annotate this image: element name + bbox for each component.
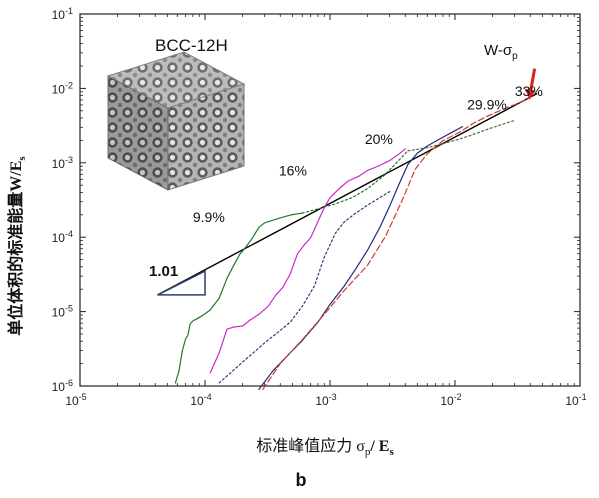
x-tick-label: 10-4 [190, 392, 211, 408]
series-label-w-sigma-main: W-σ [484, 42, 513, 59]
y-tick-label-exp: -6 [65, 378, 73, 388]
y-tick-label-exp: -3 [65, 155, 73, 165]
annotation-percent-4: 33% [515, 83, 543, 99]
y-tick-label: 10-1 [52, 6, 73, 22]
x-tick-label-exp: -1 [579, 392, 587, 402]
slope-triangle [157, 269, 206, 296]
x-axis-label: 标准峰值应力 σp/ Es [256, 436, 394, 458]
series-line-7 [407, 119, 516, 152]
y-tick-label-exp: -1 [65, 6, 73, 16]
y-axis-label-sub: s [16, 156, 28, 161]
y-tick-label-base: 10 [52, 231, 66, 245]
x-tick-label-base: 10 [315, 394, 329, 408]
x-tick-label: 10-5 [65, 392, 86, 408]
y-tick-label-base: 10 [52, 306, 66, 320]
annotation-percent-3: 29.9% [467, 97, 507, 113]
x-tick-label: 10-1 [565, 392, 586, 408]
series-line-4 [218, 191, 391, 384]
y-tick-label-base: 10 [52, 82, 66, 96]
inset-label: BCC-12H [155, 36, 228, 55]
red-arrow-head [524, 88, 536, 100]
x-tick-label-base: 10 [65, 394, 79, 408]
x-tick-label: 10-2 [440, 392, 461, 408]
series-line-0 [157, 93, 538, 296]
x-tick-label-base: 10 [190, 394, 204, 408]
x-tick-label-exp: -3 [329, 392, 337, 402]
series-label-w-sigma: W-σp [484, 42, 518, 62]
x-tick-label: 10-3 [315, 392, 336, 408]
y-tick-label: 10-5 [52, 304, 73, 320]
annotation-percent-1: 16% [279, 163, 307, 179]
y-tick-label-exp: -2 [65, 80, 73, 90]
panel-label: b [296, 470, 307, 490]
y-tick-label: 10-3 [52, 155, 73, 171]
series-line-3 [209, 148, 406, 374]
x-tick-label-base: 10 [565, 394, 579, 408]
x-axis-label-sub2: s [389, 446, 394, 458]
x-axis-label-main: 标准峰值应力 σ [256, 436, 365, 455]
x-tick-label-exp: -2 [454, 392, 462, 402]
x-tick-label-exp: -4 [204, 392, 212, 402]
y-tick-label-exp: -4 [65, 229, 73, 239]
x-tick-label-base: 10 [440, 394, 454, 408]
series-line-6 [262, 97, 531, 390]
y-axis-label-main: 单位体积的标准能量W/E [6, 161, 25, 336]
series-label-w-sigma-sub: p [512, 51, 518, 62]
annotation-percent-0: 9.9% [193, 209, 225, 225]
annotation-percent-2: 20% [365, 131, 393, 147]
y-tick-label-base: 10 [52, 157, 66, 171]
y-tick-label: 10-4 [52, 229, 73, 245]
y-tick-label-base: 10 [52, 8, 66, 22]
lattice-cube-illustration [106, 51, 246, 191]
x-tick-label-exp: -5 [79, 392, 87, 402]
y-tick-label: 10-2 [52, 80, 73, 96]
y-axis-label: 单位体积的标准能量W/Es [6, 156, 28, 336]
series-line-1 [174, 212, 303, 384]
slope-label: 1.01 [149, 263, 178, 280]
y-tick-label-base: 10 [52, 380, 66, 394]
x-axis-label-sub1: p [365, 446, 371, 458]
y-tick-label: 10-6 [52, 378, 73, 394]
red-arrow-shaft [529, 68, 537, 91]
series-line-2 [301, 150, 409, 214]
y-tick-label-exp: -5 [65, 304, 73, 314]
x-axis-label-mid: / E [369, 438, 389, 455]
